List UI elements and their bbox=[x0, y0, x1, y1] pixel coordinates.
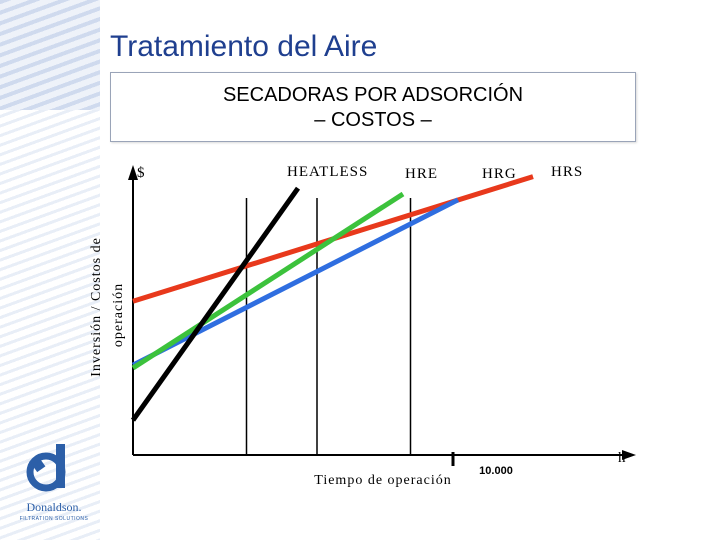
series-label-hrs: HRS bbox=[551, 164, 583, 180]
slide-title: Tratamiento del Aire bbox=[110, 30, 378, 63]
x-axis-label: Tiempo de operación bbox=[314, 473, 451, 488]
x-axis-end-label: h bbox=[618, 450, 626, 466]
y-axis-arrow bbox=[128, 165, 138, 180]
x-axis-arrow bbox=[622, 450, 636, 460]
series-line-heatless bbox=[130, 186, 301, 422]
donaldson-logo-text: Donaldson. bbox=[26, 500, 82, 514]
series-label-hrg: HRG bbox=[482, 166, 517, 182]
vertical-markers bbox=[245, 198, 412, 455]
series-lines bbox=[130, 174, 534, 422]
subtitle: SECADORAS POR ADSORCIÓN – COSTOS – bbox=[111, 83, 635, 133]
series-line-hrg bbox=[131, 197, 460, 368]
subtitle-box: SECADORAS POR ADSORCIÓN – COSTOS – bbox=[110, 72, 636, 142]
series-line-hre bbox=[131, 191, 405, 371]
donaldson-logo-tagline: FILTRATION SOLUTIONS bbox=[19, 516, 89, 522]
y-axis-label-line-1: Inversión / Costos de bbox=[89, 237, 104, 377]
series-label-heatless: HEATLESS bbox=[287, 164, 368, 180]
x-tick-label: 10.000 bbox=[479, 465, 513, 477]
y-axis-symbol: $ bbox=[137, 165, 145, 181]
subtitle-line-1: SECADORAS POR ADSORCIÓN bbox=[222, 84, 524, 106]
subtitle-line-2: – COSTOS – bbox=[314, 109, 432, 131]
donaldson-logo-mark bbox=[26, 444, 66, 492]
decorative-corner-pattern bbox=[0, 0, 100, 110]
series-label-hre: HRE bbox=[405, 166, 438, 182]
y-axis-label-line-2: operación bbox=[111, 283, 126, 347]
donaldson-logo: Donaldson. FILTRATION SOLUTIONS bbox=[14, 438, 94, 528]
